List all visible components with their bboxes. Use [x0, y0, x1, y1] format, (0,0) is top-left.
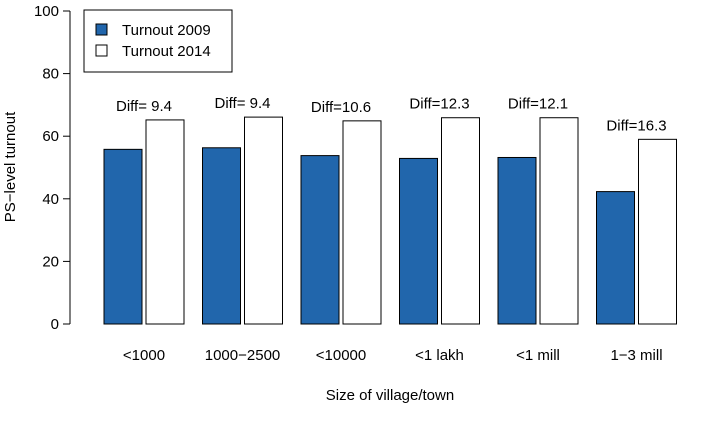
y-tick-label: 0	[51, 316, 59, 333]
bar-2009	[497, 156, 537, 325]
bar-2009	[399, 157, 438, 325]
bar-2009	[103, 148, 143, 325]
diff-label: Diff= 9.4	[214, 95, 270, 112]
bar-2014	[441, 117, 480, 325]
y-tick-label: 20	[42, 253, 59, 270]
legend-label-2014: Turnout 2014	[122, 43, 211, 60]
y-axis-title: PS−level turnout	[2, 111, 19, 222]
x-axis-title: Size of village/town	[326, 387, 454, 404]
bar-2014	[539, 117, 579, 325]
bar-2014	[244, 116, 283, 325]
diff-label: Diff=16.3	[606, 117, 666, 134]
x-tick-label: <10000	[316, 347, 366, 364]
legend-frame	[83, 9, 233, 73]
bars	[103, 116, 677, 325]
x-tick-label: <1 mill	[516, 347, 560, 364]
y-tick-label: 60	[42, 128, 59, 145]
diff-label: Diff= 9.4	[116, 98, 172, 115]
bar-2014	[638, 138, 677, 325]
bar-2009	[596, 191, 635, 325]
diff-annotations: Diff= 9.4 Diff= 9.4 Diff=10.6 Diff=12.3 Diff…	[116, 95, 667, 134]
y-tick-label: 100	[34, 3, 59, 20]
legend: Turnout 2009 Turnout 2014	[83, 9, 233, 73]
y-tick-label: 80	[42, 66, 59, 83]
bar-2009	[202, 147, 241, 325]
legend-swatch-2009	[95, 23, 108, 36]
bar-2009	[300, 155, 340, 325]
bar-2014	[342, 120, 382, 325]
y-tick-label: 40	[42, 191, 59, 208]
diff-label: Diff=12.3	[409, 96, 469, 113]
legend-label-2009: Turnout 2009	[122, 22, 211, 39]
x-tick-label: <1 lakh	[415, 347, 464, 364]
x-tick-label: 1000−2500	[205, 347, 281, 364]
diff-label: Diff=12.1	[508, 96, 568, 113]
y-axis: 0 20 40 60 80 100	[34, 3, 71, 333]
bar-2014	[145, 119, 185, 325]
legend-swatch-2014	[95, 44, 108, 57]
diff-label: Diff=10.6	[311, 99, 371, 116]
x-tick-labels: <1000 1000−2500 <10000 <1 lakh <1 mill 1−3 mi…	[123, 347, 663, 364]
x-tick-label: <1000	[123, 347, 165, 364]
x-tick-label: 1−3 mill	[610, 347, 662, 364]
